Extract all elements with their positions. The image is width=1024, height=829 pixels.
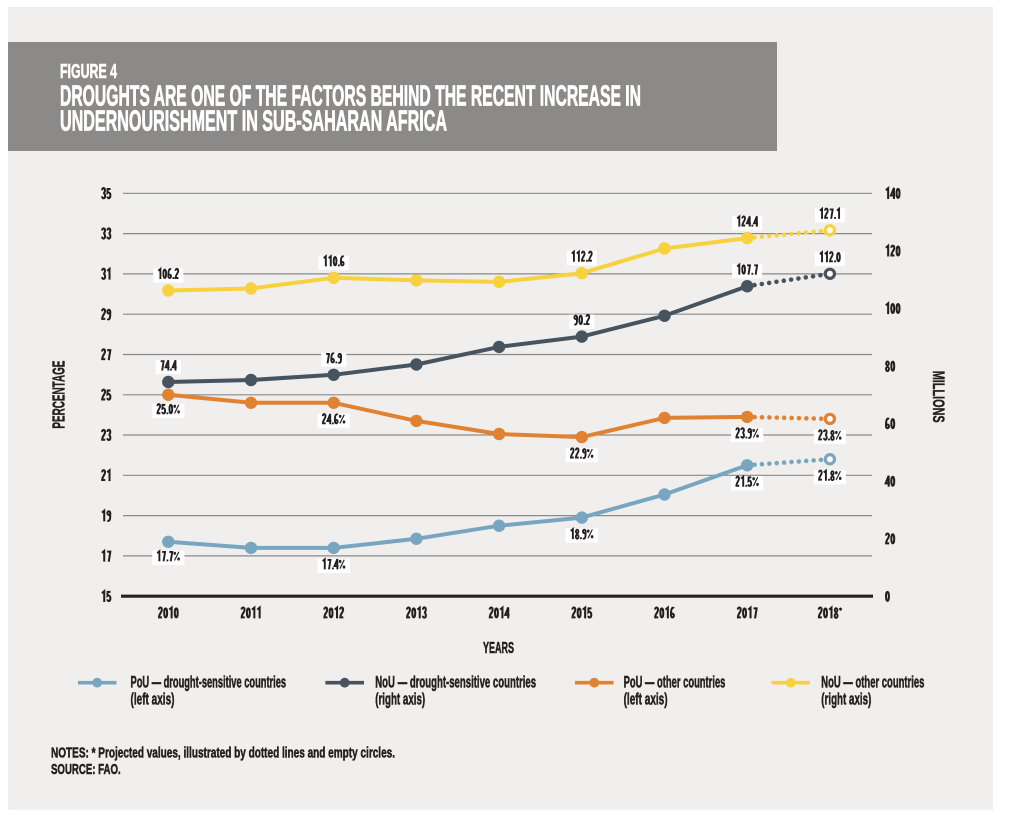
svg-text:(right axis): (right axis) xyxy=(375,690,425,708)
svg-text:PERCENTAGE: PERCENTAGE xyxy=(48,361,68,429)
svg-text:(left axis): (left axis) xyxy=(131,690,175,708)
svg-text:SOURCE: FAO.: SOURCE: FAO. xyxy=(51,761,121,778)
svg-text:NOTES: * Projected values, ill: NOTES: * Projected values, illustrated b… xyxy=(51,744,395,761)
svg-text:YEARS: YEARS xyxy=(483,640,514,657)
svg-text:DROUGHTS ARE ONE OF THE FACTOR: DROUGHTS ARE ONE OF THE FACTORS BEHIND T… xyxy=(60,81,641,113)
svg-text:NoU — other countries: NoU — other countries xyxy=(821,674,924,692)
svg-text:PoU — other countries: PoU — other countries xyxy=(624,674,726,692)
svg-text:FIGURE 4: FIGURE 4 xyxy=(60,60,117,83)
svg-text:PoU — drought-sensitive countr: PoU — drought-sensitive countries xyxy=(131,674,287,692)
svg-text:MILLIONS: MILLIONS xyxy=(929,371,947,423)
svg-text:NoU — drought-sensitive countr: NoU — drought-sensitive countries xyxy=(375,674,536,692)
svg-text:(right axis): (right axis) xyxy=(821,690,871,708)
svg-text:UNDERNOURISHMENT IN SUB-SAHARA: UNDERNOURISHMENT IN SUB-SAHARAN AFRICA xyxy=(60,106,447,138)
svg-text:(left axis): (left axis) xyxy=(624,690,668,708)
